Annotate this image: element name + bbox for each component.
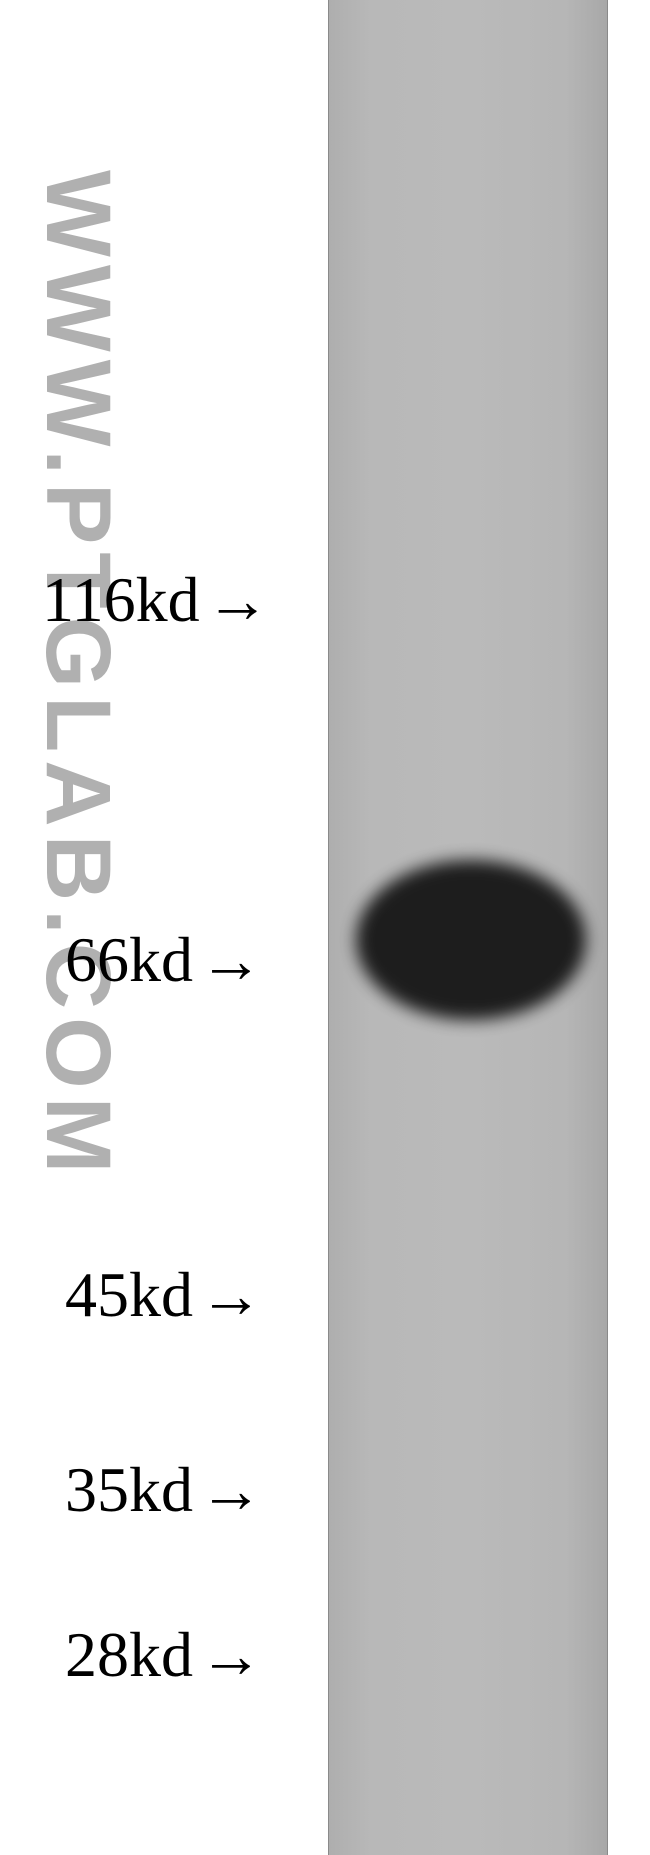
marker-116kd: 116kd →: [42, 563, 270, 637]
arrow-icon: →: [199, 1618, 263, 1692]
arrow-icon: →: [199, 1258, 263, 1332]
marker-label-text: 116kd: [42, 563, 200, 637]
arrow-icon: →: [206, 563, 270, 637]
arrow-icon: →: [199, 1453, 263, 1527]
western-blot-lane: [328, 0, 608, 1855]
marker-45kd: 45kd →: [65, 1258, 263, 1332]
marker-label-text: 66kd: [65, 923, 193, 997]
marker-35kd: 35kd →: [65, 1453, 263, 1527]
marker-label-text: 35kd: [65, 1453, 193, 1527]
protein-band-66kd: [356, 860, 586, 1020]
arrow-icon: →: [199, 923, 263, 997]
marker-label-text: 45kd: [65, 1258, 193, 1332]
watermark-text: WWW.PTGLAB.COM: [25, 170, 130, 1181]
marker-66kd: 66kd →: [65, 923, 263, 997]
marker-28kd: 28kd →: [65, 1618, 263, 1692]
marker-label-text: 28kd: [65, 1618, 193, 1692]
